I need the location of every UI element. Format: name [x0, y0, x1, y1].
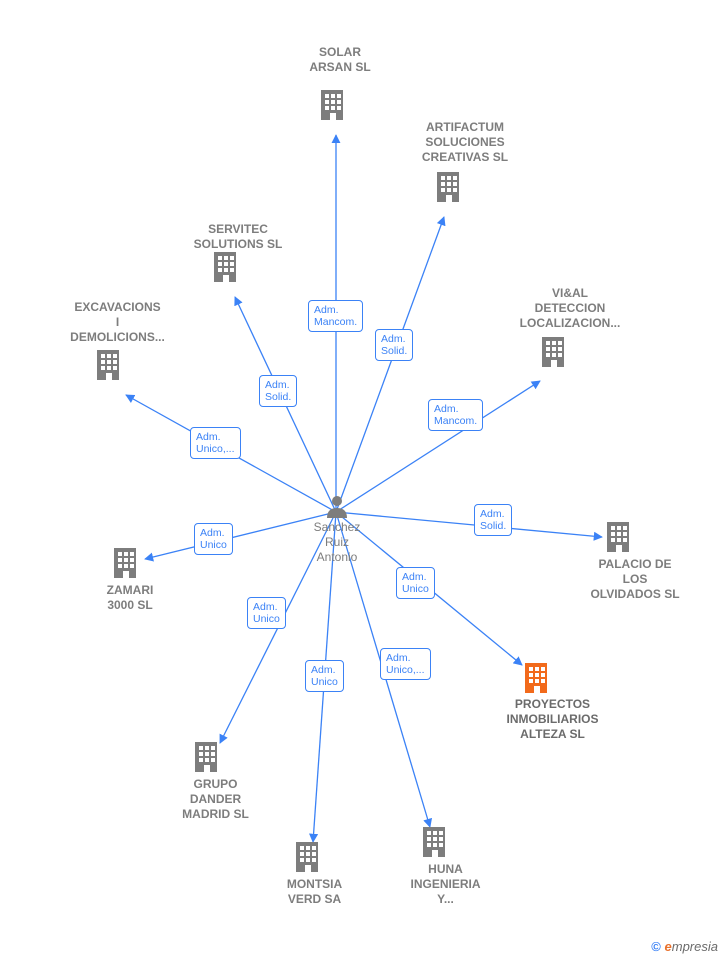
- building-icon: [195, 742, 217, 772]
- company-label: MONTSIA VERD SA: [272, 877, 357, 907]
- company-label: ARTIFACTUM SOLUCIONES CREATIVAS SL: [410, 120, 520, 165]
- building-icon: [296, 842, 318, 872]
- company-label: SOLAR ARSAN SL: [300, 45, 380, 75]
- building-icon: [607, 522, 629, 552]
- diagram-canvas: [0, 0, 728, 960]
- edge-label: Adm. Mancom.: [428, 399, 483, 431]
- copyright-symbol: ©: [651, 939, 661, 954]
- edge-label: Adm. Unico: [305, 660, 344, 692]
- edge-label: Adm. Unico: [396, 567, 435, 599]
- edge-line: [336, 512, 602, 537]
- company-label: ZAMARI 3000 SL: [95, 583, 165, 613]
- edge-label: Adm. Unico: [247, 597, 286, 629]
- edge-label: Adm. Solid.: [259, 375, 297, 407]
- edge-label: Adm. Unico: [194, 523, 233, 555]
- building-icon: [423, 827, 445, 857]
- company-label: SERVITEC SOLUTIONS SL: [183, 222, 293, 252]
- company-label: EXCAVACIONS I DEMOLICIONS...: [60, 300, 175, 345]
- brand-rest: mpresia: [672, 939, 718, 954]
- edge-label: Adm. Unico,...: [380, 648, 431, 680]
- company-label: PROYECTOS INMOBILIARIOS ALTEZA SL: [490, 697, 615, 742]
- building-icon: [542, 337, 564, 367]
- company-label: HUNA INGENIERIA Y...: [398, 862, 493, 907]
- edge-label: Adm. Unico,...: [190, 427, 241, 459]
- company-label: GRUPO DANDER MADRID SL: [168, 777, 263, 822]
- center-person-label: Sanchez Ruiz Antonio: [307, 520, 367, 565]
- company-label: VI&AL DETECCION LOCALIZACION...: [510, 286, 630, 331]
- edge-label: Adm. Mancom.: [308, 300, 363, 332]
- attribution: © empresia: [651, 939, 718, 954]
- building-icon: [114, 548, 136, 578]
- building-icon: [97, 350, 119, 380]
- building-icon: [214, 252, 236, 282]
- brand-letter: e: [665, 939, 672, 954]
- edge-label: Adm. Solid.: [474, 504, 512, 536]
- edge-label: Adm. Solid.: [375, 329, 413, 361]
- company-label: PALACIO DE LOS OLVIDADOS SL: [580, 557, 690, 602]
- building-icon: [525, 663, 547, 693]
- building-icon: [437, 172, 459, 202]
- edge-line: [336, 217, 444, 512]
- building-icon: [321, 90, 343, 120]
